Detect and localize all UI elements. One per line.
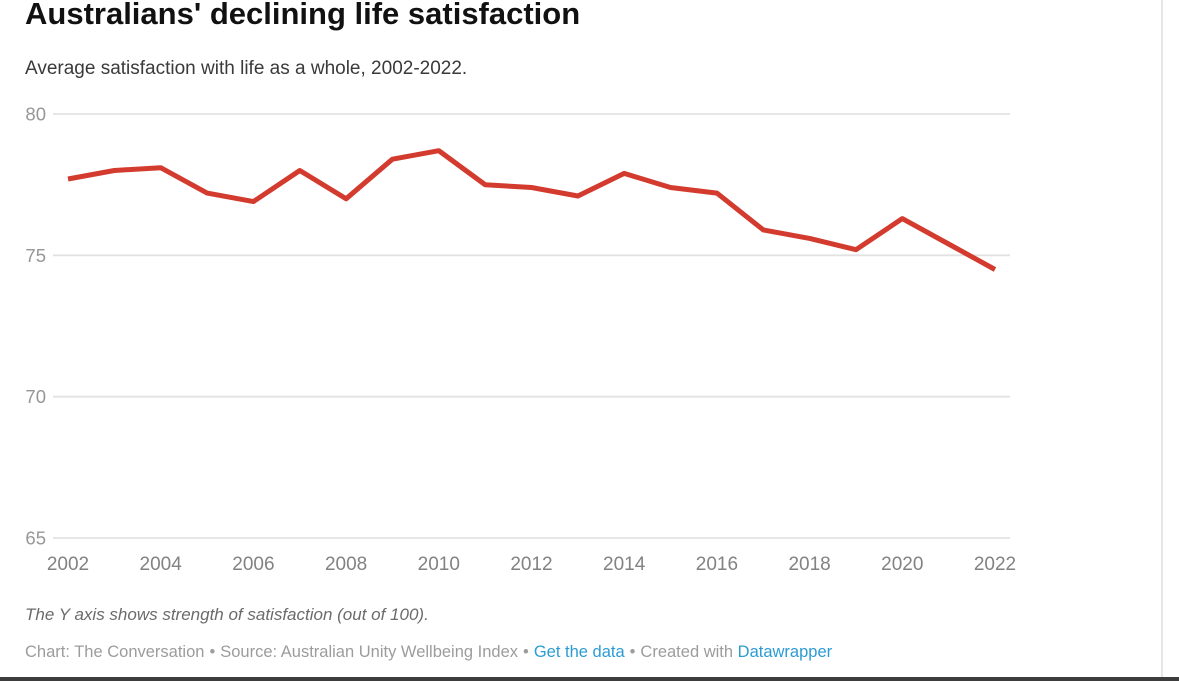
grid-lines [53, 113, 1010, 539]
chart-title: Australians' declining life satisfaction [25, 0, 581, 31]
credit-source-label: Source: Australian Unity Wellbeing Index [220, 643, 519, 661]
x-tick-label: 2006 [232, 554, 274, 575]
x-tick-label: 2014 [603, 554, 646, 575]
created-with-label: Created with [640, 643, 734, 661]
axis-footnote: The Y axis shows strength of satisfactio… [25, 605, 429, 624]
x-tick-label: 2016 [696, 554, 738, 575]
x-tick-label: 2004 [140, 554, 183, 575]
bullet-separator: • [629, 643, 636, 661]
x-tick-label: 2002 [47, 554, 89, 575]
x-tick-label: 2010 [418, 554, 460, 575]
satisfaction-line [67, 148, 997, 272]
page-right-edge-divider [1161, 0, 1163, 681]
y-tick-label: 70 [25, 386, 46, 407]
x-axis-labels: 2002 2004 2006 2008 2010 2012 2014 2016 2018 2020… [47, 554, 1016, 575]
x-tick-label: 2008 [325, 554, 367, 575]
get-the-data-link[interactable]: Get the data [533, 643, 625, 661]
x-tick-label: 2022 [974, 554, 1016, 575]
y-tick-label: 65 [25, 528, 46, 549]
chart-subtitle: Average satisfaction with life as a whol… [25, 58, 468, 79]
page-bottom-edge-bar [0, 677, 1179, 681]
credit-chart-label: Chart: The Conversation [25, 643, 205, 661]
x-tick-label: 2012 [510, 554, 552, 575]
x-tick-label: 2018 [788, 554, 830, 575]
y-tick-label: 80 [25, 104, 46, 125]
bullet-separator: • [209, 643, 216, 661]
x-tick-label: 2020 [881, 554, 923, 575]
bullet-separator: • [523, 643, 529, 661]
credit-line: Chart: The Conversation • Source: Australi… [25, 643, 832, 662]
y-tick-label: 75 [25, 245, 46, 266]
datawrapper-link[interactable]: Datawrapper [737, 643, 833, 661]
y-axis-labels: 80 75 70 65 [25, 104, 46, 549]
